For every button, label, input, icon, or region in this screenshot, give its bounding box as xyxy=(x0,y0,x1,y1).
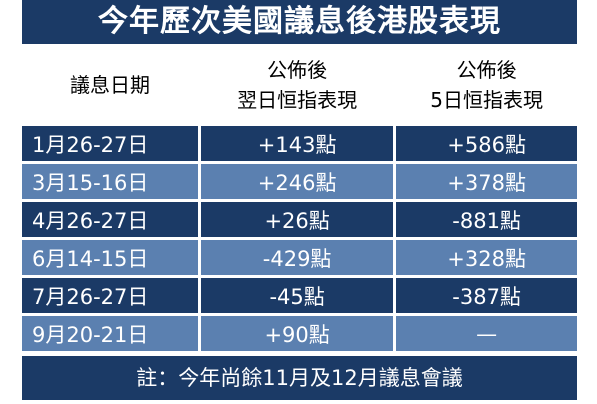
header-line: 議息日期 xyxy=(70,73,150,97)
table-cell: +328點 xyxy=(396,240,577,275)
header-line: 公佈後 xyxy=(456,58,517,82)
table-row: 3月15-16日 +246點 +378點 xyxy=(22,164,577,199)
header-line: 5日恒指表現 xyxy=(430,88,543,112)
table-cell: +26點 xyxy=(201,202,394,237)
table: 議息日期 公佈後 翌日恒指表現 公佈後 5日恒指表現 1月26-27日 +143點 +586… xyxy=(19,44,580,354)
table-cell: -429點 xyxy=(201,240,394,275)
table-row: 9月20-21日 +90點 — xyxy=(22,316,577,351)
table-cell: +586點 xyxy=(396,126,577,161)
header-row: 議息日期 公佈後 翌日恒指表現 公佈後 5日恒指表現 xyxy=(22,47,577,123)
table-body: 1月26-27日 +143點 +586點 3月15-16日 +246點 +378點 4月26… xyxy=(22,126,577,351)
infographic: 今年歷次美國議息後港股表現 議息日期 公佈後 翌日恒指表現 公佈後 5日恒指表現 1月2… xyxy=(22,0,577,400)
table-row: 7月26-27日 -45點 -387點 xyxy=(22,278,577,313)
table-cell: 7月26-27日 xyxy=(22,278,198,313)
header-cell: 議息日期 xyxy=(22,47,198,123)
title: 今年歷次美國議息後港股表現 xyxy=(22,0,577,44)
table-cell: +90點 xyxy=(201,316,394,351)
table-cell: -45點 xyxy=(201,278,394,313)
table-cell: 3月15-16日 xyxy=(22,164,198,199)
table-cell: +143點 xyxy=(201,126,394,161)
table-row: 6月14-15日 -429點 +328點 xyxy=(22,240,577,275)
table-cell: — xyxy=(396,316,577,351)
table-row: 1月26-27日 +143點 +586點 xyxy=(22,126,577,161)
table-cell: 6月14-15日 xyxy=(22,240,198,275)
table-cell: 9月20-21日 xyxy=(22,316,198,351)
header-line: 翌日恒指表現 xyxy=(237,88,358,112)
table-row: 4月26-27日 +26點 -881點 xyxy=(22,202,577,237)
header-cell: 公佈後 5日恒指表現 xyxy=(396,47,577,123)
table-cell: +378點 xyxy=(396,164,577,199)
footnote: 註：今年尚餘11月及12月議息會議 xyxy=(22,356,577,400)
table-cell: -387點 xyxy=(396,278,577,313)
table-cell: +246點 xyxy=(201,164,394,199)
table-cell: 4月26-27日 xyxy=(22,202,198,237)
table-cell: 1月26-27日 xyxy=(22,126,198,161)
header-cell: 公佈後 翌日恒指表現 xyxy=(201,47,394,123)
table-cell: -881點 xyxy=(396,202,577,237)
header-line: 公佈後 xyxy=(267,58,328,82)
